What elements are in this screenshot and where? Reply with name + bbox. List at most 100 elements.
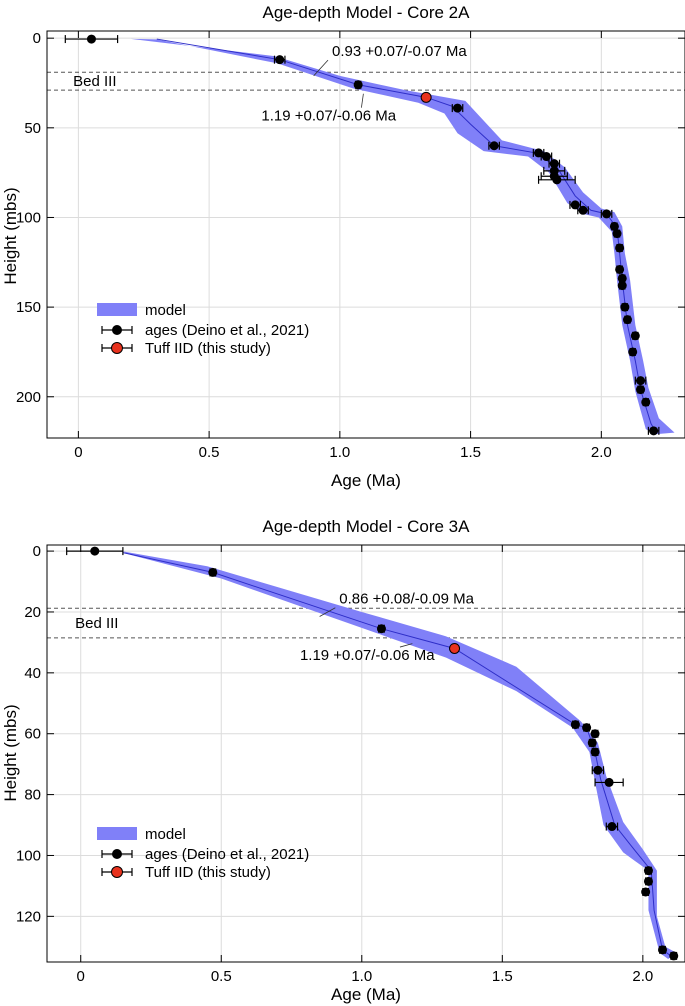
annotations-core-3a: 0.86 +0.08/-0.09 Ma 1.19 +0.07/-0.06 Ma (300, 591, 475, 664)
age-point-1 (275, 55, 285, 65)
annotation-text-0: 0.86 +0.08/-0.09 Ma (339, 591, 474, 608)
age-point-8 (593, 765, 603, 775)
age-point-7 (549, 159, 559, 169)
age-point-21 (622, 315, 632, 325)
x-tick-label-4: 2.0 (591, 444, 612, 461)
x-tick-label-1: 0.5 (199, 444, 220, 461)
age-point-5 (590, 729, 600, 739)
age-point-4 (582, 723, 592, 733)
annotation-leader-1 (361, 93, 364, 108)
x-axis-label-core-3a: Age (Ma) (331, 985, 401, 1004)
y-axis-label-core-3a: Height (mbs) (1, 704, 20, 801)
tuff-point-0 (449, 642, 461, 654)
x-tick-label-1: 0.5 (211, 968, 232, 985)
annotation-leader-1 (399, 643, 413, 648)
chart-title-core-3a: Age-depth Model - Core 3A (263, 517, 471, 536)
age-point-9 (604, 777, 614, 787)
legend-ages-marker (112, 849, 122, 859)
model-band (122, 551, 677, 959)
age-points-core-2a (64, 34, 660, 436)
age-point-2 (353, 80, 363, 90)
age-point-27 (649, 426, 659, 436)
legend-model-swatch (97, 303, 137, 316)
bed-lines-core-3a (47, 607, 685, 639)
age-point-11 (643, 866, 653, 876)
legend-ages-label: ages (Deino et al., 2021) (145, 322, 309, 339)
age-point-6 (587, 738, 597, 748)
y-tick-label-6: 120 (16, 908, 41, 925)
legend-core-3a: model ages (Deino et al., 2021)Tuff IID (… (97, 826, 309, 881)
age-point-13 (641, 887, 651, 897)
age-point-15 (612, 229, 622, 239)
legend-ages-marker (112, 325, 122, 335)
age-point-26 (641, 397, 651, 407)
age-point-15 (669, 951, 679, 961)
legend-tuff-marker (111, 342, 123, 354)
chart-core-3a: Age-depth Model - Core 3A 0 0.5 1.0 1.5 2.00… (1, 517, 685, 1004)
x-tick-label-2: 1.0 (329, 444, 350, 461)
x-tick-label-3: 1.5 (460, 444, 481, 461)
x-tick-label-0: 0 (74, 444, 82, 461)
age-point-14 (658, 945, 668, 955)
y-tick-label-1: 50 (24, 120, 41, 137)
tuff-points-core-2a (420, 91, 432, 103)
x-tick-label-3: 1.5 (492, 968, 513, 985)
axis-ticks-core-2a: 0 0.5 1.0 1.5 2.0 0 50 100 150 200 (16, 30, 685, 461)
legend-model-swatch (97, 827, 137, 840)
y-tick-label-5: 100 (16, 847, 41, 864)
model-line-core-3a (122, 552, 672, 957)
age-point-12 (578, 205, 588, 215)
legend-core-2a: model ages (Deino et al., 2021)Tuff IID (… (97, 302, 309, 357)
age-point-16 (615, 243, 625, 253)
grid-core-2a (47, 31, 685, 438)
age-point-25 (636, 385, 646, 395)
age-point-7 (590, 747, 600, 757)
age-point-0 (90, 546, 100, 556)
model-line (122, 552, 672, 957)
chart-title-core-2a: Age-depth Model - Core 2A (263, 3, 471, 22)
annotation-leader-0 (319, 607, 336, 617)
chart-core-2a: Age-depth Model - Core 2A 0 0.5 1.0 1.5 2.00… (1, 3, 685, 490)
age-point-12 (643, 876, 653, 886)
y-tick-label-2: 100 (16, 209, 41, 226)
y-tick-label-4: 200 (16, 389, 41, 406)
legend-tuff-marker (111, 866, 123, 878)
y-tick-label-0: 0 (33, 543, 41, 560)
age-point-20 (620, 302, 630, 312)
x-tick-label-0: 0 (77, 968, 85, 985)
legend-tuff-label: Tuff IID (this study) (145, 340, 271, 357)
annotation-text-1: 1.19 +0.07/-0.06 Ma (300, 647, 435, 664)
age-point-19 (617, 281, 627, 291)
y-tick-label-1: 20 (24, 604, 41, 621)
age-point-10 (607, 822, 617, 832)
x-axis-label-core-2a: Age (Ma) (331, 471, 401, 490)
y-tick-label-0: 0 (33, 30, 41, 47)
age-point-10 (552, 175, 562, 185)
bed-label-core-2a: Bed III (73, 73, 116, 90)
y-tick-label-3: 150 (16, 299, 41, 316)
age-point-2 (376, 624, 386, 634)
y-tick-label-2: 40 (24, 665, 41, 682)
legend-ages-label: ages (Deino et al., 2021) (145, 846, 309, 863)
age-point-0 (86, 34, 96, 44)
model-band-core-2a (130, 38, 675, 435)
y-tick-label-3: 60 (24, 726, 41, 743)
bed-label-core-3a: Bed III (75, 615, 118, 632)
annotations-core-2a: 0.93 +0.07/-0.07 Ma 1.19 +0.07/-0.06 Ma (261, 43, 467, 125)
tuff-points-core-3a (449, 642, 461, 654)
age-points-core-3a (66, 546, 679, 961)
legend-model-label: model (145, 302, 186, 319)
age-point-17 (615, 264, 625, 274)
tuff-point-0 (420, 91, 432, 103)
age-point-6 (541, 152, 551, 162)
annotation-leader-0 (313, 59, 329, 77)
plot-frame-core-3a (46, 544, 685, 963)
model-band (130, 38, 675, 435)
model-band-core-3a (122, 551, 677, 959)
age-point-22 (630, 331, 640, 341)
age-point-14 (609, 221, 619, 231)
age-point-3 (570, 720, 580, 730)
age-point-4 (489, 141, 499, 151)
y-tick-label-4: 80 (24, 787, 41, 804)
